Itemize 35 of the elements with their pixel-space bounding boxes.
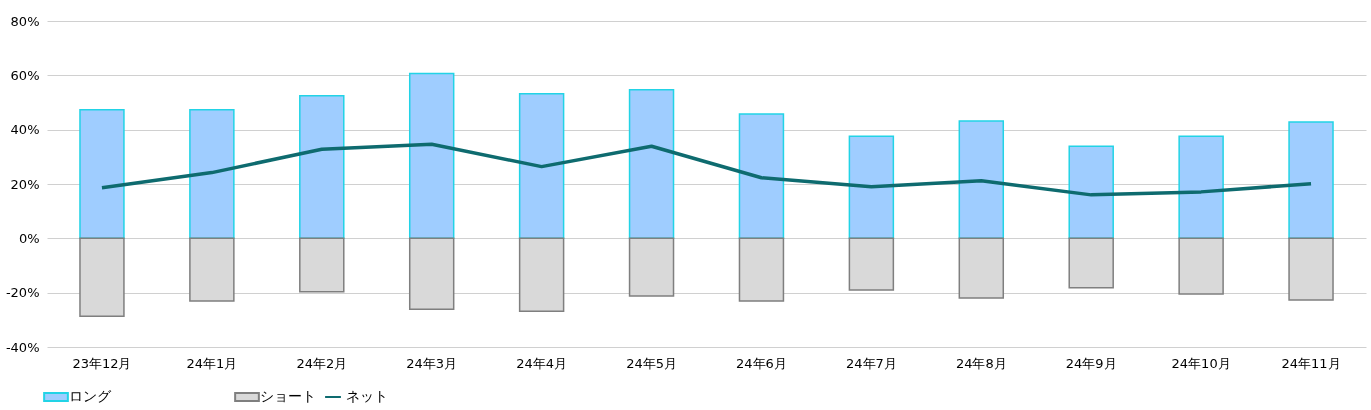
bar: [299, 94, 345, 240]
y-tick-label: 40%: [10, 122, 40, 138]
bar: [1068, 145, 1114, 240]
x-tick-label: 24年5月: [626, 355, 677, 371]
x-tick-label: 24年6月: [736, 355, 787, 371]
y-tick-label: 20%: [10, 176, 40, 192]
x-tick-label: 23年12月: [72, 355, 132, 371]
y-tick-label: -40%: [5, 339, 40, 355]
x-tick-label: 24年9月: [1065, 355, 1117, 371]
bar: [958, 120, 1005, 240]
x-tick-label: 24年8月: [955, 355, 1007, 371]
x-tick-label: 24年1月: [186, 355, 238, 371]
bar: [189, 109, 235, 240]
x-tick-label: 24年11月: [1281, 355, 1341, 371]
bar: [628, 88, 675, 240]
x-tick-label: 24年2月: [296, 355, 348, 371]
bar: [518, 93, 565, 240]
bar: [408, 72, 455, 240]
x-tick-label: 24年4月: [516, 355, 568, 371]
line-series: [100, 142, 1313, 197]
legend-label: ネット: [346, 388, 388, 404]
y-tick-label: 0%: [18, 230, 40, 246]
x-tick-label: 24年3月: [406, 355, 458, 371]
x-tick-label: 24年7月: [845, 355, 897, 371]
x-tick-label: 24年10月: [1171, 355, 1231, 371]
legend-label: ショート: [260, 388, 316, 405]
y-tick-label: 60%: [10, 67, 40, 83]
bar: [738, 113, 785, 240]
bar: [848, 135, 895, 240]
y-tick-label: -20%: [5, 285, 40, 301]
legend-label: ロング: [69, 388, 112, 405]
bar: [79, 109, 125, 240]
bar: [1288, 121, 1334, 240]
bar: [1178, 135, 1224, 240]
y-tick-label: 80%: [10, 13, 40, 29]
